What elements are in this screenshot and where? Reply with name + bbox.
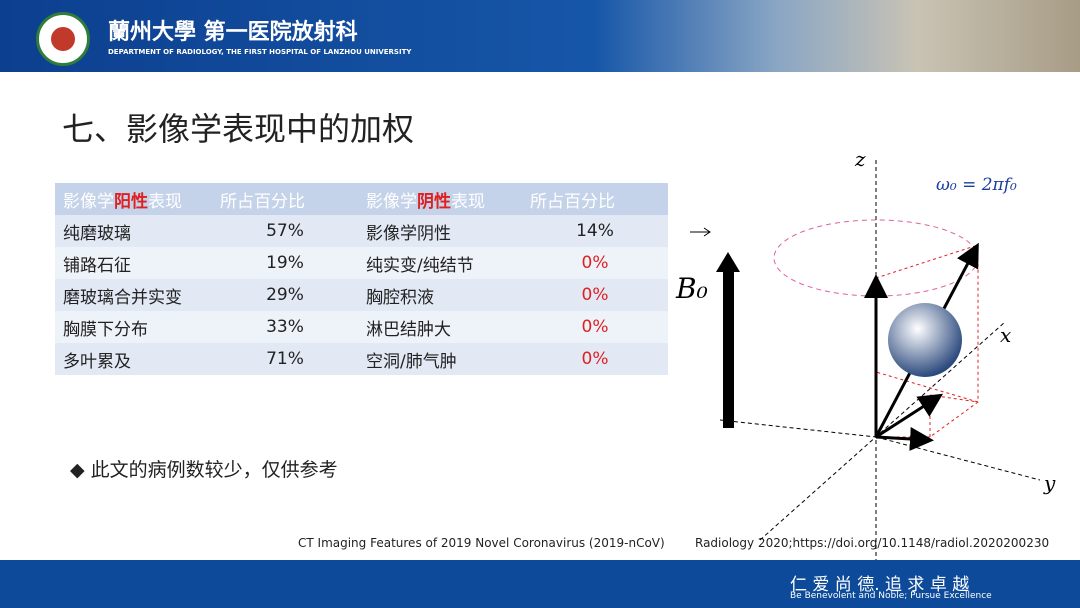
table-cell: 0% (522, 279, 668, 311)
slide-title: 七、影像学表现中的加权 (62, 110, 415, 148)
table-cell: 14% (522, 215, 668, 247)
table-row: 胸膜下分布 33% 淋巴结肿大 0% (55, 311, 668, 343)
table-cell: 磨玻璃合并实变 (55, 279, 212, 311)
vector-arrow (690, 227, 711, 237)
bullet-text: 此文的病例数较少，仅供参考 (90, 459, 338, 481)
table-cell: 淋巴结肿大 (358, 311, 522, 343)
table: 影像学阳性表现 所占百分比 影像学阴性表现 所占百分比 纯磨玻璃 57% 影像学阴性… (55, 183, 668, 375)
table-cell: 纯实变/纯结节 (358, 247, 522, 279)
table-cell: 胸腔积液 (358, 279, 522, 311)
field-arrow (723, 270, 734, 428)
table-cell: 57% (212, 215, 358, 247)
logo (36, 12, 90, 66)
table-cell: 影像学阴性 (358, 215, 522, 247)
table-cell: 19% (212, 247, 358, 279)
header-cell: 影像学阴性表现 (358, 183, 522, 215)
field-arrow-head (716, 252, 740, 272)
motto: 仁 爱 尚 德. 追 求 卓 越 (790, 575, 970, 595)
header-cell: 影像学阳性表现 (55, 183, 212, 215)
citation-title: CT Imaging Features of 2019 Novel Corona… (298, 536, 665, 550)
x-label: x (1000, 323, 1011, 347)
text: 阴性 (417, 191, 451, 212)
table-cell: 胸膜下分布 (55, 311, 212, 343)
text: 表现 (148, 191, 182, 212)
text: 表现 (451, 191, 485, 212)
motto-en: Be Benevolent and Noble; Pursue Excellen… (790, 591, 992, 601)
header-cell: 所占百分比 (522, 183, 668, 215)
logo-center (51, 27, 75, 51)
table-cell: 0% (522, 247, 668, 279)
table-cell: 33% (212, 311, 358, 343)
table-cell: 71% (212, 343, 358, 375)
header-subtitle: DEPARTMENT OF RADIOLOGY, THE FIRST HOSPI… (108, 48, 412, 56)
text: 影像学 (366, 191, 417, 212)
header-cell: 所占百分比 (212, 183, 358, 215)
text: 阳性 (114, 191, 148, 212)
table-cell: 0% (522, 311, 668, 343)
omega-label: ω₀ = 2πf₀ (936, 175, 1017, 195)
table-row: 纯磨玻璃 57% 影像学阴性 14% (55, 215, 668, 247)
table-row: 多叶累及 71% 空洞/肺气肿 0% (55, 343, 668, 375)
axes (719, 160, 1041, 560)
table-cell: 29% (212, 279, 358, 311)
table-cell: 空洞/肺气肿 (358, 343, 522, 375)
nucleus (888, 303, 962, 377)
field-label: B₀ (675, 272, 708, 305)
z-label: z (854, 147, 866, 171)
table-row: 磨玻璃合并实变 29% 胸腔积液 0% (55, 279, 668, 311)
table-header: 影像学阳性表现 所占百分比 影像学阴性表现 所占百分比 (55, 183, 668, 215)
footer-band: 仁 爱 尚 德. 追 求 卓 越 Be Benevolent and Noble… (0, 560, 1080, 608)
table-cell: 纯磨玻璃 (55, 215, 212, 247)
text: 影像学 (63, 191, 114, 212)
y-label: y (1043, 471, 1056, 495)
table-cell: 铺路石征 (55, 247, 212, 279)
header-title: 蘭州大學 第一医院放射科 (108, 19, 358, 45)
table-cell: 多叶累及 (55, 343, 212, 375)
citation-source: Radiology 2020;https://doi.org/10.1148/r… (695, 536, 1050, 550)
bullet: ◆ 此文的病例数较少，仅供参考 (70, 459, 338, 481)
header-band: 蘭州大學 第一医院放射科 DEPARTMENT OF RADIOLOGY, TH… (0, 0, 1080, 72)
table-cell: 0% (522, 343, 668, 375)
diagram: B₀ z x y ω₀ = 2πf₀ (675, 147, 1056, 560)
table-row: 铺路石征 19% 纯实变/纯结节 0% (55, 247, 668, 279)
